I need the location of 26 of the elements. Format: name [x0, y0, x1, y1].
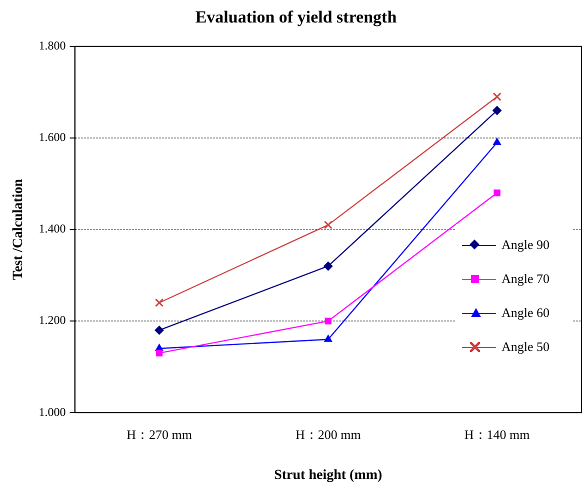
x-tick-label: H：270 mm — [126, 426, 192, 442]
y-tick-label: 1.600 — [38, 130, 66, 144]
point — [324, 220, 332, 230]
point — [324, 334, 332, 342]
point — [154, 326, 164, 335]
point — [324, 262, 333, 271]
point — [493, 138, 502, 146]
point — [324, 318, 332, 324]
y-tick-label: 1.200 — [38, 313, 66, 328]
y-tick-label: 1.800 — [38, 38, 66, 53]
legend-label: Angle 70 — [502, 270, 550, 286]
point — [154, 298, 164, 308]
legend-label: Angle 90 — [502, 236, 550, 252]
x-axis-title: Strut height (mm) — [274, 468, 383, 484]
point — [494, 190, 500, 196]
point — [492, 106, 502, 115]
x-tick-label: H：140 mm — [464, 426, 530, 442]
point — [492, 92, 502, 102]
legend-label: Angle 50 — [502, 338, 550, 354]
chart-title: Evaluation of yield strength — [195, 8, 398, 27]
y-tick-label: 1.000 — [38, 404, 66, 419]
legend-label: Angle 60 — [502, 304, 550, 320]
x-tick-label: H：200 mm — [295, 426, 361, 442]
y-axis-title: Test /Calculation — [11, 178, 26, 280]
point — [156, 350, 163, 356]
y-tick-label: 1.400 — [38, 222, 66, 236]
